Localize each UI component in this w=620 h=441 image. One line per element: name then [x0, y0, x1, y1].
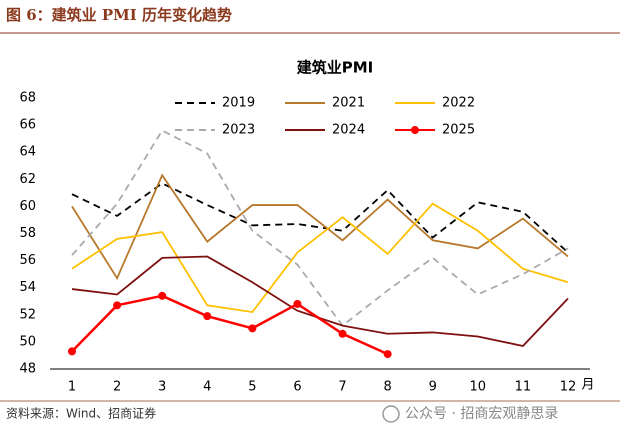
point	[338, 329, 347, 338]
y-tick-label: 68	[19, 91, 36, 106]
y-tick-label: 48	[19, 362, 36, 377]
y-tick-label: 58	[19, 226, 36, 241]
x-tick-label: 10	[470, 380, 487, 395]
legend-label: 2019	[222, 96, 255, 111]
legend-marker	[411, 126, 419, 134]
x-tick-label: 6	[293, 380, 301, 395]
y-tick-label: 50	[19, 334, 36, 349]
figure-title: 图 6：建筑业 PMI 历年变化趋势	[6, 6, 232, 24]
series-line	[71, 255, 569, 347]
y-tick-label: 66	[19, 118, 36, 133]
series-line	[71, 129, 569, 327]
x-tick-label: 9	[429, 380, 437, 395]
x-tick-label: 4	[203, 380, 211, 395]
watermark-icon	[382, 405, 400, 423]
point	[68, 347, 76, 356]
y-tick-label: 64	[19, 145, 36, 160]
x-unit: 月	[581, 378, 594, 393]
point	[248, 324, 257, 333]
point	[113, 301, 122, 310]
x-tick-label: 5	[248, 380, 256, 395]
series-line	[71, 173, 569, 281]
point	[158, 291, 167, 300]
source: 资料来源：Wind、招商证券	[6, 406, 156, 421]
series-line	[71, 182, 569, 254]
chart-title: 建筑业PMI	[297, 59, 374, 77]
series-line	[71, 202, 569, 314]
y-tick-label: 60	[19, 199, 36, 214]
legend-label: 2022	[442, 96, 475, 111]
x-tick-label: 12	[560, 380, 577, 395]
y-tick-label: 52	[19, 307, 36, 322]
y-tick-label: 62	[19, 172, 36, 187]
x-tick-label: 8	[383, 380, 391, 395]
x-tick-label: 11	[515, 380, 532, 395]
y-tick-label: 54	[19, 280, 36, 295]
legend-label: 2023	[222, 123, 255, 138]
y-tick-label: 56	[19, 253, 36, 268]
point	[203, 312, 212, 321]
legend-label: 2024	[332, 123, 365, 138]
point	[293, 299, 302, 308]
watermark: 公众号 · 招商宏观静思录	[405, 406, 558, 422]
x-tick-label: 2	[113, 380, 121, 395]
legend-label: 2021	[332, 96, 365, 111]
x-tick-label: 3	[158, 380, 166, 395]
point	[383, 350, 392, 359]
legend-label: 2025	[442, 123, 475, 138]
x-tick-label: 7	[338, 380, 346, 395]
series-line	[71, 294, 389, 356]
x-tick-label: 1	[68, 380, 76, 395]
